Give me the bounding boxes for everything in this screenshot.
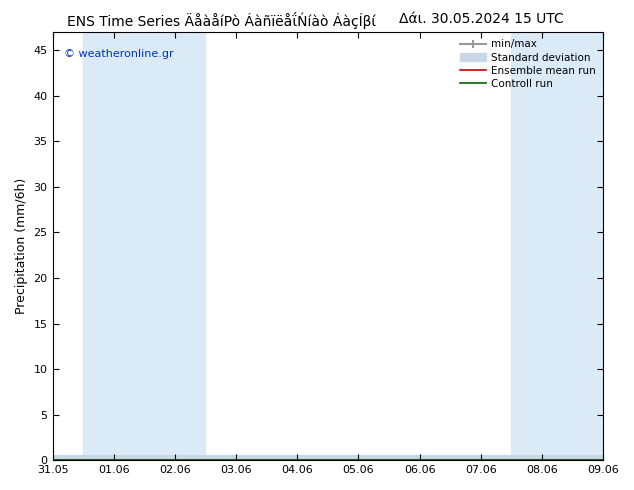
Legend: min/max, Standard deviation, Ensemble mean run, Controll run: min/max, Standard deviation, Ensemble me… <box>456 35 600 93</box>
Bar <box>145 32 205 460</box>
Text: ENS Time Series ÄåàåíPò ÁàñïëåΐŃíàò ÁàçÍβί: ENS Time Series ÄåàåíPò ÁàñïëåΐŃíàò ÁàçÍ… <box>67 12 377 29</box>
Y-axis label: Precipitation (mm/6h): Precipitation (mm/6h) <box>15 178 28 314</box>
Bar <box>573 32 634 460</box>
Text: Δάι. 30.05.2024 15 UTC: Δάι. 30.05.2024 15 UTC <box>399 12 564 26</box>
Bar <box>83 32 145 460</box>
Text: © weatheronline.gr: © weatheronline.gr <box>63 49 173 59</box>
Bar <box>512 32 573 460</box>
